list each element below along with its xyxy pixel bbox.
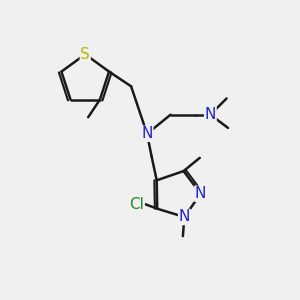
Text: N: N bbox=[195, 186, 206, 201]
Text: Cl: Cl bbox=[129, 197, 144, 212]
Text: N: N bbox=[141, 126, 153, 141]
Text: S: S bbox=[80, 47, 90, 62]
Text: N: N bbox=[179, 209, 190, 224]
Text: N: N bbox=[205, 107, 216, 122]
